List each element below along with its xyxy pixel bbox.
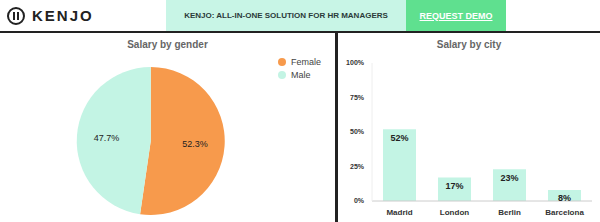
svg-text:52.3%: 52.3% <box>182 139 208 149</box>
svg-text:25%: 25% <box>350 163 365 170</box>
svg-text:17%: 17% <box>445 181 463 191</box>
svg-text:52%: 52% <box>390 133 408 143</box>
svg-text:Barcelona: Barcelona <box>545 208 584 217</box>
svg-text:0%: 0% <box>354 197 365 204</box>
svg-text:75%: 75% <box>350 94 365 101</box>
svg-text:47.7%: 47.7% <box>94 133 120 143</box>
html-text:Female: Female <box>291 57 321 67</box>
html-text:Salary by city: Salary by city <box>436 39 502 50</box>
svg-text:Madrid: Madrid <box>386 208 412 217</box>
html-text:Male: Male <box>291 70 311 80</box>
html-text:KENJO: ALL-IN-ONE SOLUTION FOR: KENJO: ALL-IN-ONE SOLUTION FOR HR MANAGE… <box>184 11 388 20</box>
html-text:Salary by gender: Salary by gender <box>127 39 208 50</box>
svg-text:100%: 100% <box>346 59 365 66</box>
html-text:KENJO: KENJO <box>32 7 94 24</box>
svg-text:50%: 50% <box>350 128 365 135</box>
svg-text:Berlin: Berlin <box>498 208 521 217</box>
html-text:REQUEST DEMO: REQUEST DEMO <box>419 10 493 21</box>
svg-text:8%: 8% <box>558 193 571 203</box>
svg-text:23%: 23% <box>500 173 518 183</box>
svg-text:London: London <box>440 208 469 217</box>
